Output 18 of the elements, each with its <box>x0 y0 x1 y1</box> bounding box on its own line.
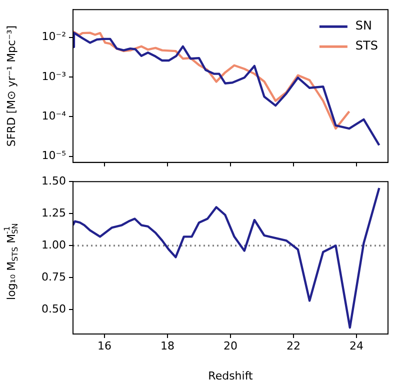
x-axis-title: Redshift <box>208 369 254 382</box>
y-tick-label: 1.00 <box>42 238 66 252</box>
y-tick-label: 10⁻³ <box>42 70 66 83</box>
x-tick-label: 24 <box>350 339 364 352</box>
legend-label: STS <box>355 38 378 53</box>
y-tick-label: 10⁻⁵ <box>42 149 66 162</box>
legend-label: SN <box>355 18 372 33</box>
x-tick-label: 20 <box>224 339 238 352</box>
x-tick-label: 18 <box>160 339 174 352</box>
y-tick-label: 0.50 <box>42 302 66 316</box>
y-tick-label: 10⁻⁴ <box>42 109 67 122</box>
x-tick-label: 22 <box>286 339 300 352</box>
y-tick-label: 1.25 <box>42 206 66 220</box>
y-tick-label: 0.75 <box>42 270 66 284</box>
y-tick-label: 1.50 <box>42 174 66 188</box>
x-tick-label: 16 <box>98 339 112 352</box>
y-tick-label: 10⁻² <box>42 30 66 44</box>
y-axis-title: SFRD [M⊙ yr⁻¹ Mpc⁻³] <box>4 25 18 147</box>
